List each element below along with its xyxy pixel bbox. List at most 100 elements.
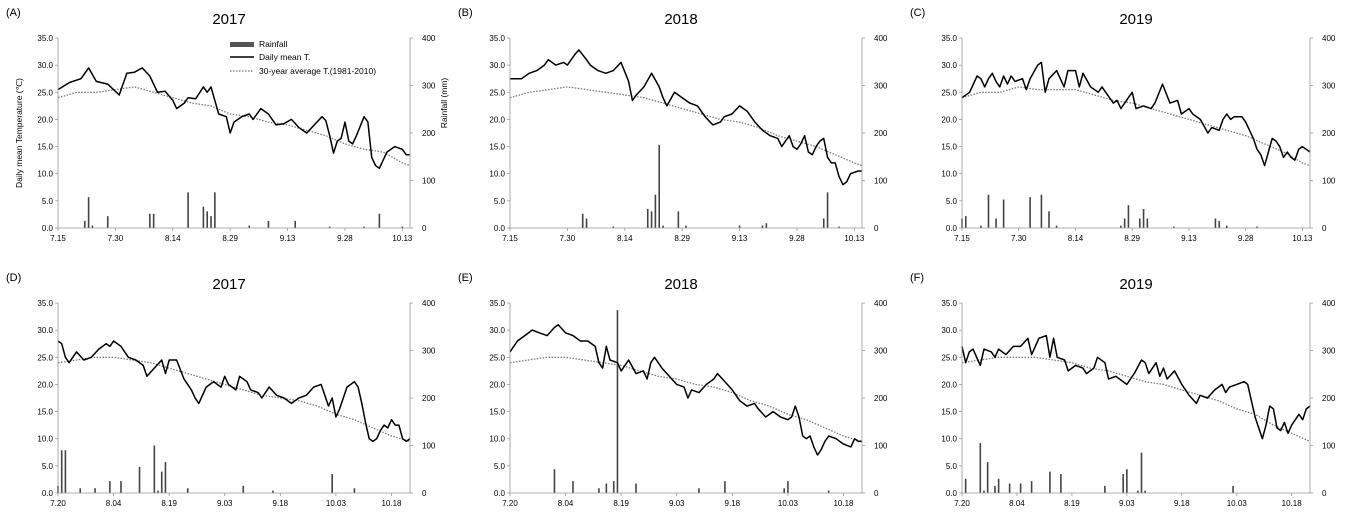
x-tick-label: 8.29 (674, 234, 690, 243)
y-tick-label: 20.0 (489, 380, 505, 389)
plot-area: 0.0 5.0 10.0 15.0 20.0 25.0 30.0 35.0 0 100 200 300… (941, 34, 1335, 243)
y-axis-left-label: Daily mean Temperature (℃) (14, 78, 24, 188)
rainfall-bar (698, 488, 700, 493)
y2-tick-label: 100 (422, 177, 436, 186)
x-tick-label: 8.19 (1064, 499, 1080, 508)
x-tick-label: 10.03 (778, 499, 799, 508)
y-tick-label: 10.0 (941, 170, 957, 179)
panel-title: 2018 (664, 11, 697, 28)
y-tick-label: 0.0 (494, 224, 506, 233)
x-tick-label: 9.03 (669, 499, 685, 508)
rainfall-bar (765, 223, 768, 228)
average-temperature-line (509, 86, 863, 167)
rainfall-bar (109, 481, 111, 493)
rainfall-bar (206, 211, 209, 228)
daily-mean-line (510, 49, 862, 186)
panel-letter: (A) (6, 7, 21, 19)
average-temperature-line (57, 86, 411, 167)
y-tick-label: 10.0 (37, 435, 53, 444)
rainfall-bar (1256, 226, 1258, 228)
rainfall-bar (598, 488, 600, 493)
daily-mean-line (57, 340, 411, 443)
rainfall-bar (186, 488, 189, 493)
y-tick-label: 30.0 (37, 326, 53, 335)
rainfall-bar (83, 220, 86, 228)
rainfall-bar (157, 490, 159, 493)
y2-tick-label: 400 (874, 299, 888, 308)
panel-letter: (F) (910, 272, 924, 284)
rainfall-bar (1120, 225, 1122, 228)
x-tick-label: 7.15 (954, 234, 970, 243)
y-tick-label: 5.0 (946, 197, 958, 206)
y-tick-label: 0.0 (42, 224, 54, 233)
y-tick-label: 0.0 (946, 489, 958, 498)
rainfall-bar (1123, 218, 1126, 228)
rainfall-bar (248, 225, 251, 228)
x-tick-label: 9.13 (732, 234, 748, 243)
rainfall-bar (272, 490, 274, 493)
daily-mean-line (961, 334, 1311, 440)
x-tick-label: 8.19 (613, 499, 629, 508)
rainfall-bar (363, 226, 365, 228)
y2-tick-label: 100 (422, 442, 436, 451)
rainfall-bar (1146, 218, 1149, 228)
rainfall-bar (787, 481, 789, 493)
rainfall-bar (572, 481, 574, 493)
rainfall-bar (738, 225, 741, 228)
rainfall-bar (1225, 225, 1228, 228)
y2-tick-label: 300 (422, 347, 436, 356)
y-tick-label: 25.0 (941, 353, 957, 362)
y-tick-label: 30.0 (941, 326, 957, 335)
legend-rainfall-label: Rainfall (259, 39, 287, 49)
rainfall-bar (1137, 490, 1139, 493)
panel-title: 2017 (212, 11, 245, 28)
y2-tick-label: 200 (874, 129, 888, 138)
x-tick-label: 9.28 (789, 234, 805, 243)
average-temperature-line (57, 356, 411, 443)
average-temperature-line (961, 86, 1311, 167)
x-tick-label: 8.29 (222, 234, 238, 243)
legend-average-label: 30-year average T.(1981-2010) (259, 66, 376, 76)
legend-rainfall-swatch (230, 42, 254, 47)
x-tick-label: 7.30 (108, 234, 124, 243)
y-tick-label: 10.0 (37, 170, 53, 179)
rainfall-bar (152, 213, 155, 228)
rainfall-bar (724, 481, 726, 493)
rainfall-bar (826, 192, 829, 228)
y2-tick-label: 300 (874, 347, 888, 356)
rainfall-bar (1138, 218, 1141, 228)
rainfall-bar (1140, 452, 1143, 493)
rainfall-bar (987, 194, 990, 228)
panel-letter: (B) (458, 7, 473, 19)
rainfall-bar (1019, 483, 1022, 493)
rainfall-bar (1060, 474, 1062, 493)
x-tick-label: 10.18 (381, 499, 402, 508)
panel-c: (C) 2019 0.05.010.015.020.025.030.035.00… (910, 7, 1336, 243)
y-tick-label: 20.0 (941, 380, 957, 389)
rainfall-bar (677, 211, 680, 228)
x-tick-label: 9.18 (1174, 499, 1190, 508)
panel-title: 2019 (1119, 11, 1152, 28)
x-tick-label: 7.20 (954, 499, 970, 508)
y-tick-label: 15.0 (37, 143, 53, 152)
y2-tick-label: 200 (1322, 394, 1336, 403)
x-tick-label: 9.03 (217, 499, 233, 508)
x-tick-label: 10.13 (844, 234, 865, 243)
rainfall-bar (612, 481, 615, 493)
y-tick-label: 0.0 (42, 489, 54, 498)
panel-letter: (D) (6, 272, 21, 284)
y2-tick-label: 400 (422, 299, 436, 308)
rainfall-bar (635, 483, 637, 493)
x-tick-label: 10.03 (1227, 499, 1248, 508)
plot-area: 0.0 5.0 10.0 15.0 20.0 25.0 30.0 35.0 0 100 200 300… (941, 299, 1335, 508)
rainfall-bar (401, 226, 404, 228)
y-tick-label: 35.0 (37, 34, 53, 43)
x-tick-label: 10.13 (1292, 234, 1313, 243)
y-tick-label: 15.0 (489, 143, 505, 152)
rainfall-bar (662, 225, 664, 228)
y-tick-label: 15.0 (941, 408, 957, 417)
y-tick-label: 35.0 (489, 34, 505, 43)
y-tick-label: 25.0 (489, 88, 505, 97)
y2-tick-label: 0 (1322, 224, 1327, 233)
